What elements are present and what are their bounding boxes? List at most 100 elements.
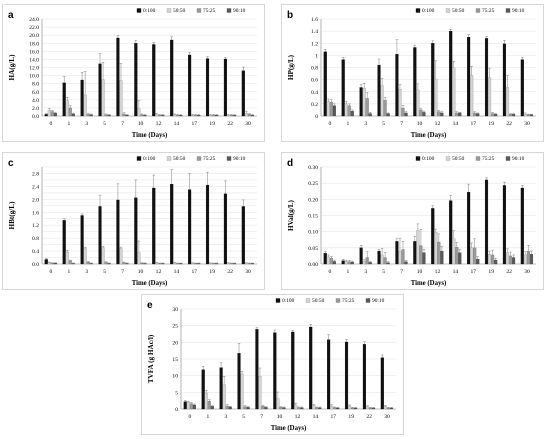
bar (315, 407, 319, 410)
bar (455, 112, 459, 117)
legend-swatch (365, 298, 371, 303)
bar (512, 114, 516, 117)
x-tick-label: 19 (488, 121, 494, 127)
bar (312, 405, 316, 410)
bar (470, 75, 474, 117)
legend-swatch (166, 156, 172, 161)
bar (377, 64, 381, 117)
bar (470, 247, 474, 265)
bar (344, 341, 349, 410)
bar (194, 115, 198, 117)
panel-frame (2, 152, 265, 290)
x-tick-label: 5 (103, 121, 106, 127)
x-tick-label: 0 (329, 121, 332, 127)
bar (258, 376, 262, 410)
legend-label: 50:50 (173, 156, 186, 162)
y-tick-label: 30 (172, 307, 178, 313)
bar (494, 114, 498, 117)
bar (86, 114, 90, 117)
bar (488, 254, 492, 265)
bar (125, 115, 129, 117)
x-tick-label: 19 (209, 121, 215, 127)
bar (494, 259, 498, 265)
bar (327, 339, 331, 410)
bar (47, 262, 51, 265)
bar (170, 183, 174, 265)
legend-label: 75:25 (203, 156, 216, 162)
bar (329, 101, 333, 117)
x-tick-label: 7 (260, 414, 263, 420)
bar (62, 220, 66, 265)
bar (458, 252, 462, 265)
y-tick-label: 0.2 (311, 102, 318, 108)
bar (119, 80, 123, 117)
x-tick-label: 17 (470, 121, 476, 127)
bar (523, 114, 527, 117)
x-tick-label: 22 (506, 121, 512, 127)
bar (86, 261, 90, 265)
y-tick-label: 2.4 (32, 184, 39, 190)
bar (413, 241, 417, 265)
y-tick-label: 10 (172, 374, 178, 380)
bar (50, 262, 54, 265)
legend-label: 0:100 (143, 8, 156, 14)
bar (347, 105, 351, 117)
bar (116, 199, 120, 265)
y-tick-label: 20.0 (29, 33, 39, 39)
bar (332, 261, 336, 265)
bar (362, 87, 366, 117)
bar (362, 344, 366, 410)
bar (449, 200, 453, 265)
bar (383, 406, 387, 410)
legend-swatch (226, 156, 232, 161)
y-tick-label: 2.8 (32, 171, 39, 177)
y-axis-label: HP(g/L) (287, 54, 295, 80)
bar (143, 115, 147, 117)
legend-label: 50:50 (312, 298, 325, 304)
bar (491, 254, 495, 265)
bar (452, 238, 456, 265)
y-tick-label: 16.0 (29, 49, 39, 55)
bar (161, 115, 165, 117)
y-tick-label: 0.4 (311, 90, 318, 96)
bar (422, 112, 426, 117)
legend-label: 50:50 (452, 156, 465, 162)
x-tick-label: 1 (67, 121, 70, 127)
y-tick-label: 10.0 (29, 74, 39, 80)
bar (244, 113, 248, 117)
bar (122, 262, 126, 265)
bar (161, 263, 165, 265)
bar (455, 247, 459, 265)
bar (101, 247, 105, 265)
bar (233, 115, 237, 117)
bar (309, 326, 313, 410)
bar (449, 30, 453, 117)
x-tick-label: 0 (50, 121, 53, 127)
bar (273, 332, 277, 410)
bar (98, 63, 102, 117)
y-tick-label: 24.0 (29, 17, 39, 23)
x-axis-label: Time (Days) (132, 280, 168, 287)
bar (473, 247, 477, 265)
bar (152, 187, 156, 265)
bar (229, 115, 234, 117)
x-tick-label: 10 (417, 269, 423, 275)
bar (276, 398, 280, 410)
bar (205, 184, 210, 265)
bar (282, 407, 286, 410)
x-tick-label: 5 (382, 121, 385, 127)
x-tick-label: 22 (366, 414, 372, 420)
x-tick-label: 12 (295, 414, 301, 420)
bar (152, 44, 156, 117)
bar (65, 100, 69, 117)
bar (71, 113, 75, 117)
bar (383, 100, 387, 117)
y-axis-label: HBt(g/L) (8, 201, 16, 230)
legend-label: 90:10 (512, 156, 525, 162)
bar (347, 261, 351, 265)
bar (197, 115, 201, 117)
y-tick-label: 25 (172, 324, 178, 330)
x-tick-label: 5 (382, 269, 385, 275)
legend-swatch (445, 8, 451, 13)
x-tick-label: 0 (50, 269, 53, 275)
